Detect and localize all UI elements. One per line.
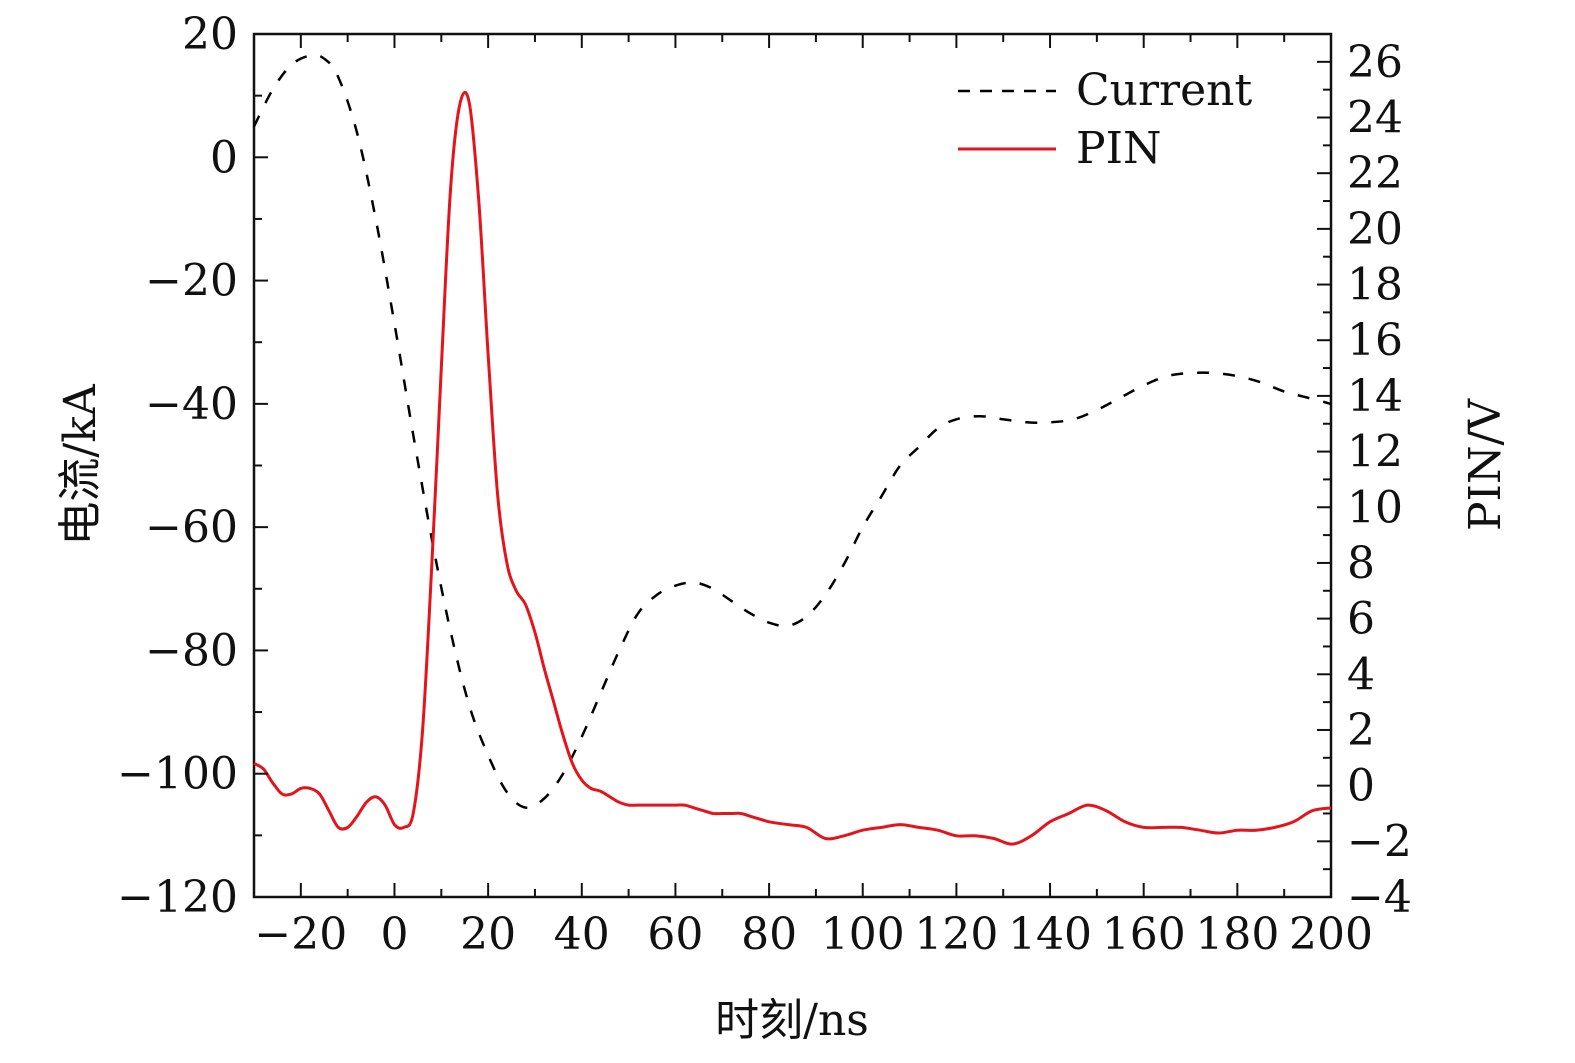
series-line-pin [253, 90, 1332, 846]
legend: Current PIN [958, 65, 1252, 174]
ticks-layer [253, 33, 1332, 898]
y-right-tick-label: 20 [1347, 204, 1403, 255]
y-right-tick-label: 18 [1347, 260, 1403, 311]
y-right-tick-label: −4 [1347, 872, 1412, 923]
x-tick-label: 120 [914, 909, 998, 960]
x-tick-label: 80 [741, 909, 797, 960]
series-line-current [252, 53, 1332, 809]
y-axis-title-right: PIN/V [1460, 398, 1511, 531]
y-right-tick-label: 12 [1347, 427, 1403, 478]
series-layer [252, 53, 1332, 846]
y-right-tick-label: 16 [1347, 315, 1403, 366]
x-tick-label: 160 [1102, 909, 1186, 960]
plot-frame [252, 32, 1333, 899]
y-right-tick-label: 6 [1347, 594, 1375, 645]
x-tick-label: 0 [380, 909, 408, 960]
y-right-tick-label: 22 [1347, 148, 1403, 199]
x-tick-label: −20 [254, 909, 347, 960]
y-right-tick-label: 4 [1347, 649, 1375, 700]
y-right-tick-label: 14 [1347, 371, 1403, 422]
y-left-tick-label: −80 [145, 625, 238, 676]
y-left-tick-label: −40 [145, 379, 238, 430]
x-tick-label: 60 [647, 909, 703, 960]
y-right-tick-label: −2 [1347, 816, 1412, 867]
x-tick-label: 140 [1008, 909, 1092, 960]
y-axis-title-left: 电流/kA [55, 383, 106, 545]
y-left-tick-label: −100 [117, 749, 238, 800]
y-right-tick-label: 0 [1347, 761, 1375, 812]
y-left-tick-label: −120 [117, 872, 238, 923]
x-axis-title: 时刻/ns [715, 995, 869, 1046]
y-right-tick-label: 26 [1347, 37, 1403, 88]
x-tick-label: 200 [1289, 909, 1373, 960]
x-tick-label: 20 [460, 909, 516, 960]
x-tick-label: 100 [821, 909, 905, 960]
legend-current-label: Current [1076, 65, 1252, 116]
labels-layer: −20 0 20 40 60 80 100 120 140 160 180 200200−20−40−… [117, 9, 1412, 960]
y-right-tick-label: 24 [1347, 93, 1403, 144]
y-right-tick-label: 10 [1347, 482, 1403, 533]
plot-area [252, 32, 1333, 899]
y-right-tick-label: 8 [1347, 538, 1375, 589]
x-tick-label: 40 [554, 909, 610, 960]
y-left-tick-label: 20 [182, 9, 238, 60]
y-left-tick-label: −60 [145, 502, 238, 553]
y-left-tick-label: 0 [210, 132, 238, 183]
y-left-tick-label: −20 [145, 256, 238, 307]
x-tick-label: 180 [1195, 909, 1279, 960]
legend-pin-label: PIN [1076, 123, 1162, 174]
y-right-tick-label: 2 [1347, 705, 1375, 756]
